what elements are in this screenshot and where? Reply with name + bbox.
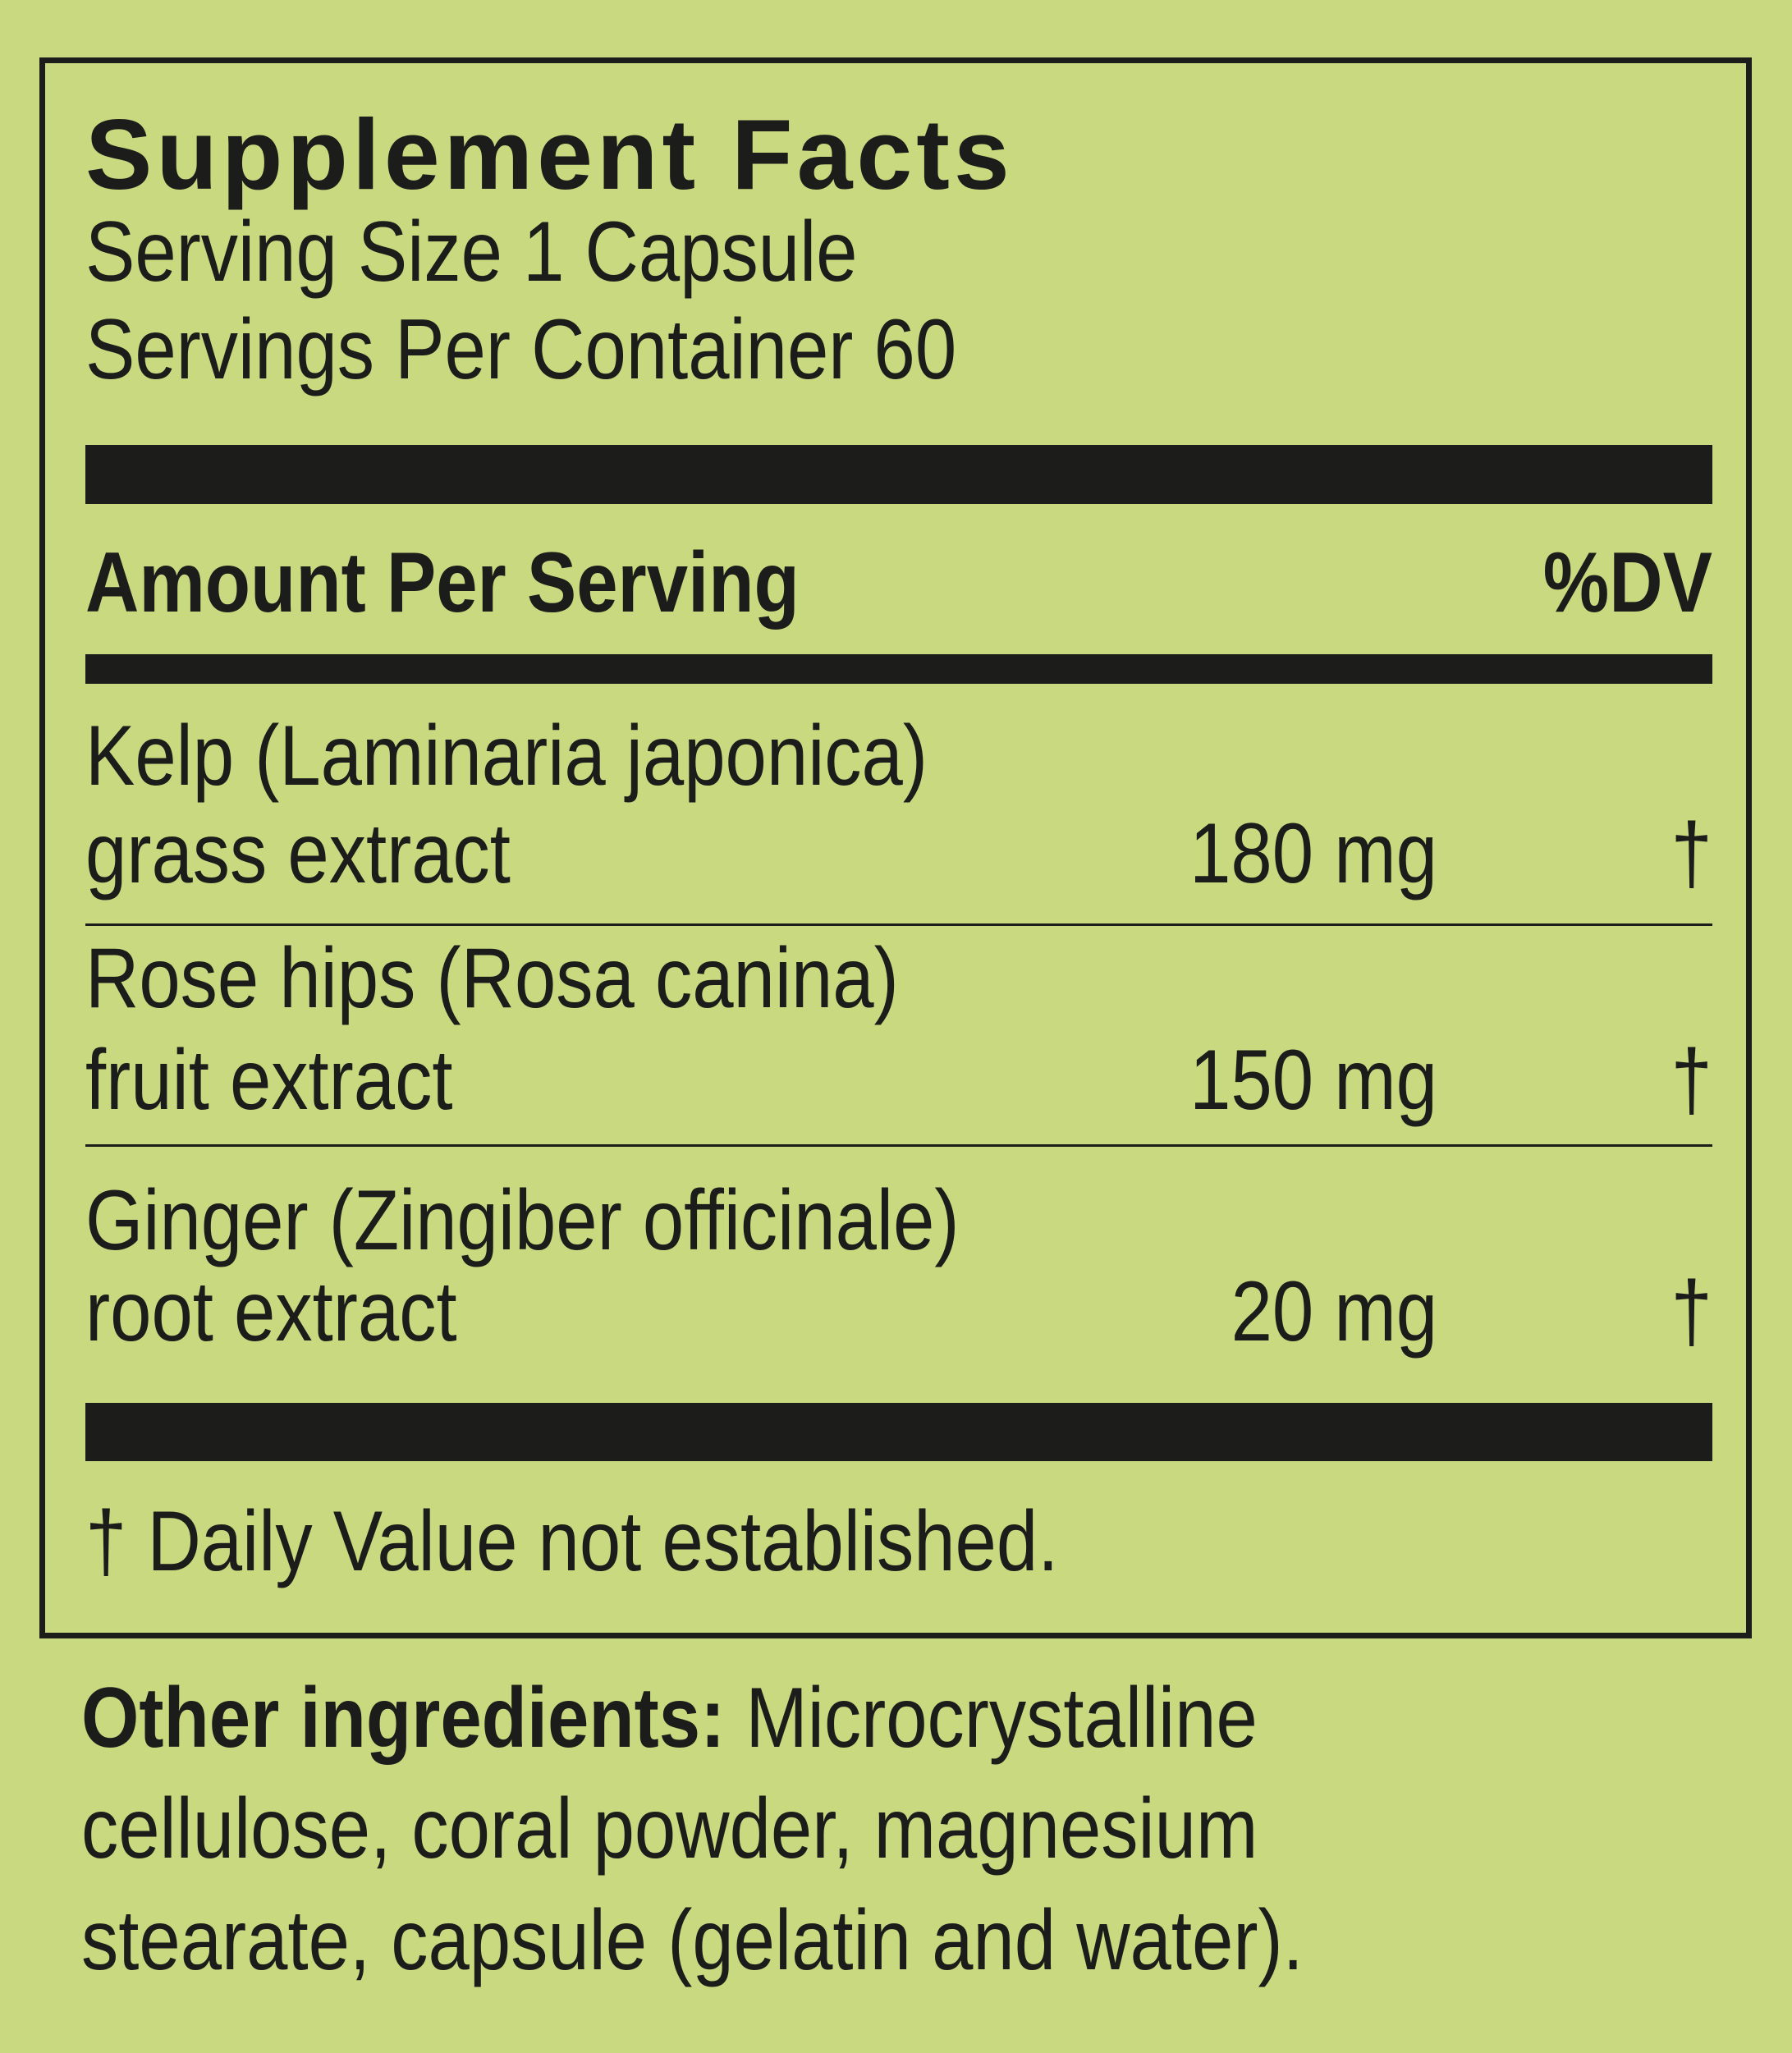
medium-divider (85, 654, 1712, 684)
other-ingredients-line3: stearate, capsule (gelatin and water). (81, 1893, 1304, 1988)
other-ingredients-line2: cellulose, coral powder, magnesium (81, 1781, 1258, 1877)
serving-size: Serving Size 1 Capsule (85, 204, 858, 300)
supplement-facts-panel (39, 57, 1752, 1638)
row-divider (85, 1144, 1712, 1147)
ingredient-name-line2: grass extract (85, 806, 511, 901)
panel-title: Supplement Facts (85, 99, 1014, 210)
ingredient-amount: 150 mg (1189, 1033, 1437, 1128)
ingredient-name: Kelp (Laminaria japonica) (85, 708, 928, 804)
row-divider (85, 923, 1712, 926)
ingredient-name: Ginger (Zingiber officinale) (85, 1173, 960, 1268)
servings-per-container: Servings Per Container 60 (85, 302, 957, 397)
ingredient-amount: 20 mg (1231, 1264, 1437, 1359)
header-dv: %DV (1542, 535, 1712, 630)
thick-divider (85, 445, 1712, 504)
other-ingredients-line1: Other ingredients: Microcrystalline (81, 1675, 1258, 1761)
header-amount-per-serving: Amount Per Serving (85, 535, 800, 630)
ingredient-amount: 180 mg (1189, 806, 1437, 901)
thick-divider (85, 1403, 1712, 1461)
ingredient-dv: † (1671, 1033, 1712, 1128)
ingredient-name-line2: fruit extract (85, 1033, 453, 1128)
other-ingredients-label: Other ingredients: (81, 1670, 726, 1766)
other-ingredients-text: Microcrystalline (725, 1670, 1258, 1766)
ingredient-dv: † (1671, 1264, 1712, 1359)
ingredient-name: Rose hips (Rosa canina) (85, 931, 899, 1026)
ingredient-dv: † (1671, 806, 1712, 901)
ingredient-name-line2: root extract (85, 1264, 457, 1359)
footnote: † Daily Value not established. (85, 1494, 1059, 1589)
